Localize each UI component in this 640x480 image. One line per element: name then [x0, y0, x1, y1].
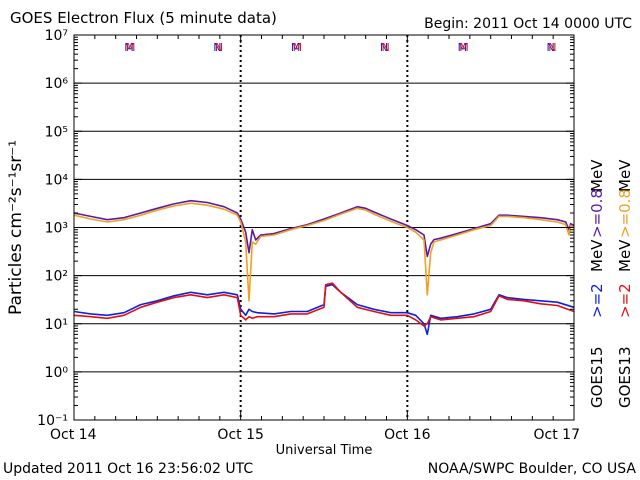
legend-mev-ge2-goes15: MeV — [588, 239, 606, 272]
y-tick-label: 10⁻¹ — [37, 413, 68, 429]
x-axis-label: Universal Time — [276, 443, 373, 458]
y-tick-label: 10⁵ — [45, 124, 68, 140]
legend-goes13-ge08: >=0.8 — [616, 189, 634, 238]
y-tick-label: 10⁴ — [45, 172, 69, 188]
frame-layer — [73, 34, 575, 421]
event-marker: N — [380, 41, 388, 54]
event-marker: M — [458, 41, 468, 54]
event-marker: N — [547, 41, 555, 54]
plot-frame — [73, 34, 575, 421]
event-marker: M — [459, 41, 469, 54]
begin-date: Begin: 2011 Oct 14 0000 UTC — [424, 16, 632, 32]
label-layer: 10⁻¹ 10⁰ 10¹ 10² 10³ 10⁴ 10⁵ 10⁶ 10⁷ Oct 14 Oct 15… — [6, 28, 634, 458]
event-marker: M — [291, 41, 301, 54]
grid-layer — [74, 35, 574, 420]
legend-goes15-ge2: >=2 — [588, 283, 606, 318]
series-line — [73, 283, 575, 336]
legend-mev-ge2-goes13: MeV — [616, 239, 634, 272]
y-tick-label: 10⁶ — [45, 76, 69, 92]
series-line — [73, 199, 575, 258]
series-line — [73, 282, 575, 327]
x-tick-label: Oct 14 — [50, 427, 97, 443]
y-tick-label: 10⁷ — [45, 28, 68, 44]
event-marker: M — [126, 41, 136, 54]
legend-goes13: GOES13 — [616, 346, 634, 408]
legend-goes15-ge08: >=0.8 — [588, 189, 606, 238]
y-tick-label: 10¹ — [45, 317, 68, 333]
event-marker: M — [124, 41, 134, 54]
legend-mev-ge08-goes15: MeV — [588, 159, 606, 192]
series-line — [73, 202, 575, 302]
y-axis-label: Particles cm⁻²s⁻¹sr⁻¹ — [6, 140, 26, 315]
event-marker: N — [213, 41, 221, 54]
y-tick-label: 10³ — [45, 221, 68, 237]
series-layer — [73, 199, 575, 336]
chart-title: GOES Electron Flux (5 minute data) — [10, 9, 277, 27]
x-tick-label: Oct 16 — [384, 427, 431, 443]
event-marker: N — [215, 41, 223, 54]
y-tick-label: 10⁰ — [45, 365, 69, 381]
event-marker: N — [382, 41, 390, 54]
legend-goes15: GOES15 — [588, 346, 606, 408]
legend-goes13-ge2: >=2 — [616, 283, 634, 318]
event-marker: N — [548, 41, 556, 54]
updated-timestamp: Updated 2011 Oct 16 23:56:02 UTC — [3, 461, 254, 477]
credit-label: NOAA/SWPC Boulder, CO USA — [427, 461, 636, 477]
x-tick-label: Oct 17 — [534, 427, 580, 443]
x-tick-label: Oct 15 — [217, 427, 263, 443]
event-marker: M — [293, 41, 303, 54]
y-tick-label: 10² — [45, 269, 68, 285]
legend-mev-ge08-goes13: MeV — [616, 159, 634, 192]
